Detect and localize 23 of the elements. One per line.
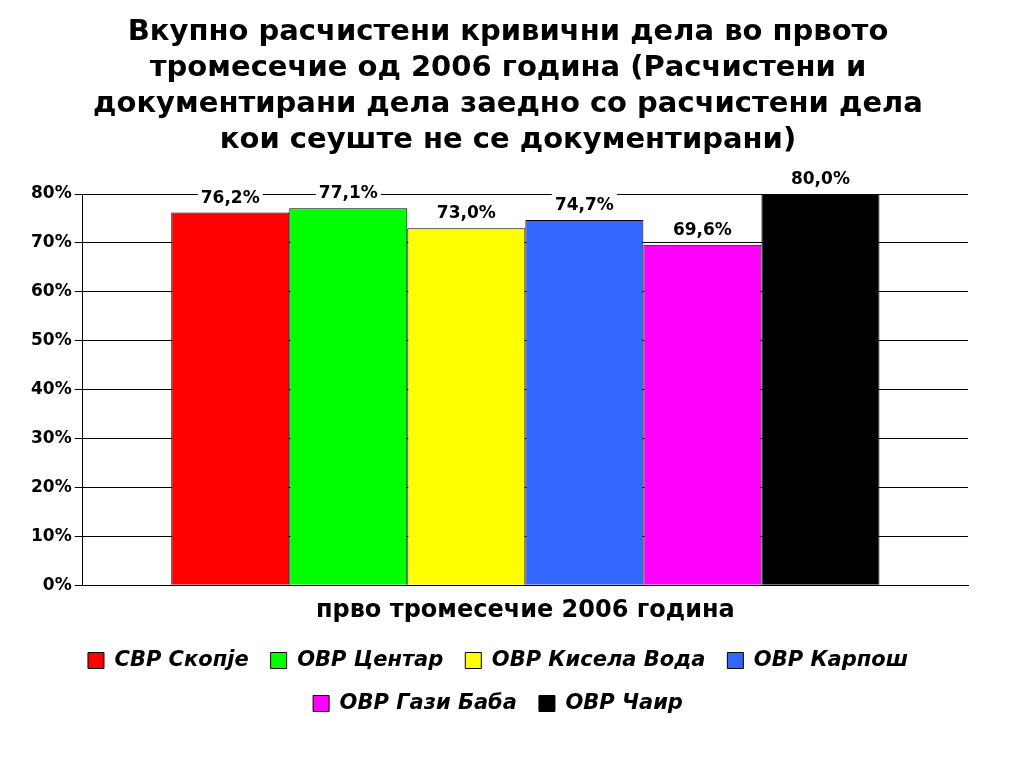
legend-label: ОВР Кисела Вода [491, 646, 706, 671]
x-tick-label: прво тромесечие 2006 година [315, 594, 735, 623]
data-label: 77,1% [318, 182, 378, 203]
data-label: 73,0% [436, 202, 496, 223]
chart-title: Вкупно расчистени кривични дела во првото тромесечие од 2006 година (Расчистени и документирани дела заедно со расчистени дела кои сеуште не се документирани) [92, 12, 924, 157]
y-tick-label: 50% [30, 329, 72, 350]
data-label: 69,6% [672, 218, 732, 239]
y-tick-label: 30% [30, 426, 72, 447]
y-tick-label: 10% [30, 524, 72, 545]
legend-label: ОВР Центар [297, 646, 444, 671]
legend-label: ОВР Чаир [565, 689, 683, 714]
legend-label: ОВР Гази Баба [339, 689, 517, 714]
data-label: 76,2% [200, 186, 260, 207]
legend-label: ОВР Карпош [753, 646, 909, 671]
data-label: 74,7% [554, 193, 614, 214]
legend-label: СВР Скопје [114, 646, 249, 671]
y-tick-label: 70% [30, 231, 72, 252]
y-tick-label: 0% [42, 573, 72, 594]
y-tick-label: 20% [30, 475, 72, 496]
y-tick-label: 40% [30, 378, 72, 399]
y-tick-label: 60% [30, 280, 72, 301]
y-tick-label: 80% [30, 182, 72, 203]
data-label: 80,0% [790, 167, 850, 188]
